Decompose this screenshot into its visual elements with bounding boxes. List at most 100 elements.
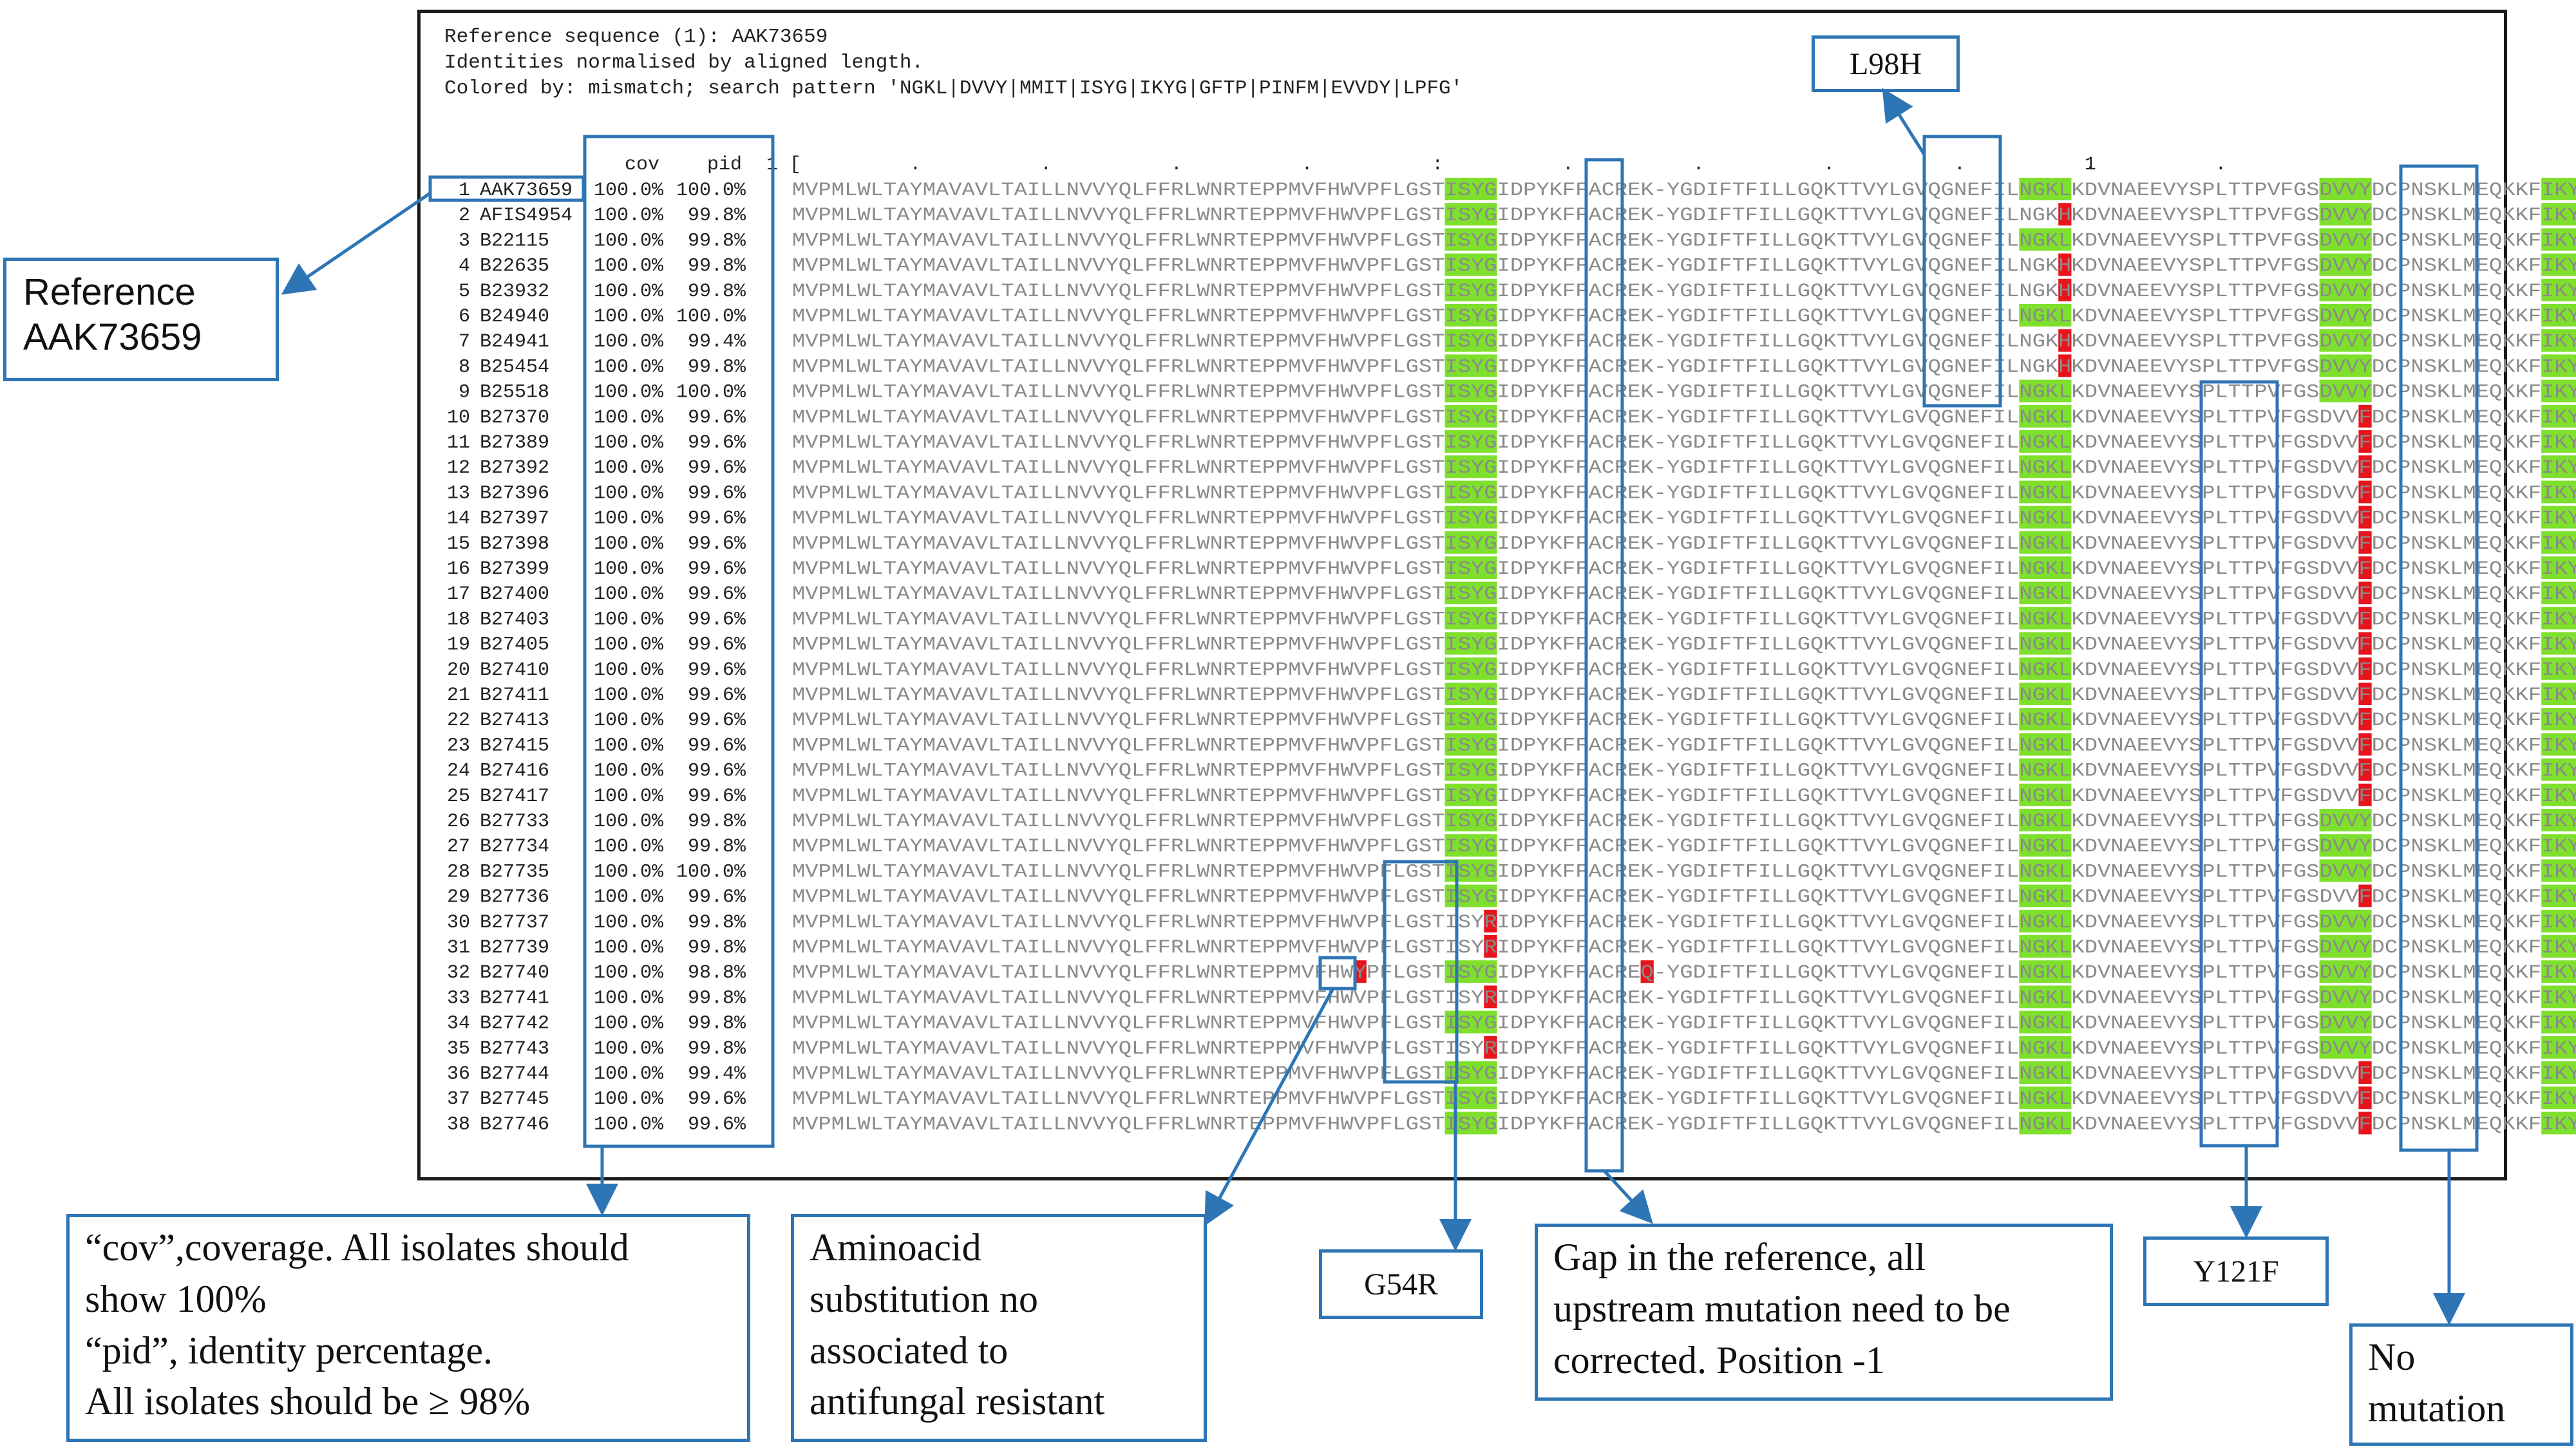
row-accession[interactable]: B27403 [480,609,549,630]
row-pid: 99.6% [688,432,746,454]
coverage-callout-line: “cov”,coverage. All isolates should [85,1226,629,1269]
motif-highlight [2019,809,2072,831]
mismatch-highlight [2358,1112,2372,1135]
row-accession[interactable]: B27396 [480,482,549,504]
row-accession[interactable]: B27742 [480,1013,549,1035]
row-accession[interactable]: B24941 [480,331,549,353]
row-accession[interactable]: B27744 [480,1063,549,1085]
row-accession[interactable]: B27405 [480,634,549,656]
y121f-label: Y121F [2143,1236,2329,1306]
row-accession[interactable]: B27743 [480,1038,549,1060]
motif-highlight [1444,708,1497,731]
mismatch-highlight [2358,783,2372,806]
ruler-tick: . [909,154,921,176]
row-accession[interactable]: B27746 [480,1113,549,1135]
row-cov: 100.0% [594,937,664,959]
row-accession[interactable]: B23932 [480,281,549,303]
row-sequence: MVPMLWLTAYMAVAVLTAILLNVVYQLFFRLWNRTEPPMV… [792,761,2576,782]
row-accession[interactable]: B27417 [480,786,549,808]
row-number: 6 [459,306,470,328]
row-accession[interactable]: B24940 [480,306,549,328]
row-accession[interactable]: B27389 [480,432,549,454]
row-number: 9 [459,382,470,404]
row-sequence: MVPMLWLTAYMAVAVLTAILLNVVYQLFFRLWNRTEPPMV… [792,508,2576,530]
row-accession[interactable]: AAK73659 [480,180,573,202]
row-accession[interactable]: B27411 [480,685,549,706]
row-sequence: MVPMLWLTAYMAVAVLTAILLNVVYQLFFRLWNRTEPPMV… [792,659,2576,681]
mismatch-highlight [2358,733,2372,756]
row-accession[interactable]: B27734 [480,836,549,858]
motif-highlight [2019,506,2072,529]
l98h-label: L98H [1812,35,1960,92]
row-cov: 100.0% [594,609,664,630]
mismatch-highlight [2058,278,2072,301]
row-accession[interactable]: AFIS4954 [480,205,573,227]
row-number: 21 [447,685,470,706]
row-accession[interactable]: B27410 [480,659,549,681]
ruler-mark: 1 [2085,154,2096,176]
row-accession[interactable]: B27400 [480,583,549,605]
motif-highlight [2019,1086,2072,1110]
coverage-callout-line: show 100% [85,1277,267,1320]
row-cov: 100.0% [594,1038,664,1060]
motif-highlight [2541,304,2576,327]
aminoacid-callout: Aminoacid substitution no associated to … [791,1214,1207,1442]
motif-highlight [2319,354,2372,377]
row-accession[interactable]: B27392 [480,457,549,479]
row-accession[interactable]: B25454 [480,356,549,378]
row-number: 22 [447,710,470,732]
row-accession[interactable]: B27740 [480,962,549,984]
row-accession[interactable]: B27741 [480,987,549,1009]
aminoacid-callout-line: substitution no [810,1277,1039,1320]
motif-highlight [2019,783,2072,806]
row-number: 3 [459,230,470,252]
row-sequence: MVPMLWLTAYMAVAVLTAILLNVVYQLFFRLWNRTEPPMV… [792,356,2576,378]
mismatch-highlight [2058,329,2072,352]
row-accession[interactable]: B22115 [480,230,549,252]
motif-highlight [2019,708,2072,731]
row-sequence: MVPMLWLTAYMAVAVLTAILLNVVYQLFFRLWNRTEPPMV… [792,710,2576,732]
motif-highlight [2019,582,2072,605]
alignment-header-line: Identities normalised by aligned length. [444,52,923,74]
g54r-label-text: G54R [1364,1267,1438,1302]
row-pid: 99.6% [688,407,746,429]
row-sequence: MVPMLWLTAYMAVAVLTAILLNVVYQLFFRLWNRTEPPMV… [792,735,2576,757]
mismatch-highlight [2358,708,2372,731]
row-accession[interactable]: B27736 [480,887,549,909]
row-accession[interactable]: B27416 [480,761,549,782]
row-number: 16 [447,558,470,580]
row-pid: 99.6% [688,761,746,782]
row-accession[interactable]: B27415 [480,735,549,757]
mismatch-highlight [2358,582,2372,605]
row-accession[interactable]: B27737 [480,912,549,934]
row-accession[interactable]: B27733 [480,811,549,833]
row-accession[interactable]: B27399 [480,558,549,580]
row-accession[interactable]: B25518 [480,382,549,404]
row-pid: 99.6% [688,457,746,479]
motif-highlight [2541,1086,2576,1110]
no-mutation-callout: No mutation [2349,1323,2573,1446]
motif-highlight [2019,178,2072,200]
row-pid: 99.6% [688,1088,746,1110]
row-accession[interactable]: B27739 [480,937,549,959]
row-accession[interactable]: B27745 [480,1088,549,1110]
row-accession[interactable]: B27398 [480,533,549,555]
motif-highlight [2319,859,2372,882]
mismatch-highlight [1484,935,1497,958]
row-accession[interactable]: B27735 [480,861,549,883]
motif-highlight [2319,909,2372,933]
row-cov: 100.0% [594,331,664,353]
row-accession[interactable]: B27397 [480,508,549,530]
row-cov: 100.0% [594,710,664,732]
motif-highlight [2541,607,2576,630]
gap-callout-line: Gap in the reference, all [1553,1236,1926,1278]
row-accession[interactable]: B22635 [480,256,549,278]
motif-highlight [2541,809,2576,831]
row-cov: 100.0% [594,180,664,202]
row-accession[interactable]: B27370 [480,407,549,429]
motif-highlight [1444,783,1497,806]
row-sequence: MVPMLWLTAYMAVAVLTAILLNVVYQLFFRLWNRTEPPMV… [792,685,2576,706]
row-accession[interactable]: B27413 [480,710,549,732]
row-cov: 100.0% [594,356,664,378]
motif-highlight [1444,733,1497,756]
